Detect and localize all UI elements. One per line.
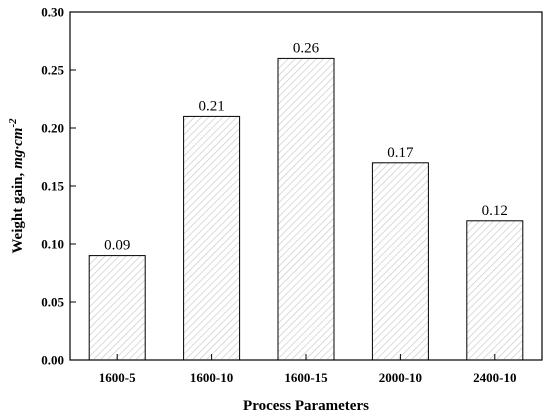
bar-data-label: 0.26 (293, 40, 320, 56)
y-axis-title: Weight gain, mg·cm-2 (7, 118, 26, 254)
y-tick-label: 0.20 (41, 121, 64, 136)
bar-data-label: 0.17 (387, 145, 414, 161)
x-category-label: 2400-10 (473, 370, 516, 385)
bar-data-label: 0.21 (198, 98, 224, 114)
y-axis-unit-exponent: -2 (7, 118, 19, 128)
y-tick-label: 0.30 (41, 5, 64, 20)
y-axis-unit: mg·cm (10, 128, 26, 169)
y-tick-label: 0.15 (41, 179, 64, 194)
y-tick-label: 0.00 (41, 353, 64, 368)
bar (277, 57, 335, 361)
bar (183, 115, 241, 361)
bar-data-label: 0.12 (482, 203, 508, 219)
y-axis: 0.00 0.05 0.10 0.15 0.20 0.25 0.30 (41, 5, 76, 368)
x-category-label: 1600-5 (99, 370, 136, 385)
bar (466, 220, 524, 361)
x-category-label: 1600-10 (190, 370, 233, 385)
y-tick-label: 0.25 (41, 63, 64, 78)
bar (88, 255, 146, 361)
y-axis-title-text: Weight gain, (10, 173, 26, 254)
bar-series: 0.09 0.21 0.26 0.17 0.12 (88, 40, 524, 361)
bar-data-label: 0.09 (104, 238, 130, 254)
y-tick-label: 0.05 (41, 295, 64, 310)
bar (371, 162, 429, 361)
x-category-label: 2000-10 (379, 370, 422, 385)
x-axis: 1600-5 1600-10 1600-15 2000-10 2400-10 (99, 354, 516, 385)
y-tick-label: 0.10 (41, 237, 64, 252)
x-category-label: 1600-15 (284, 370, 328, 385)
x-axis-title: Process Parameters (243, 398, 369, 414)
